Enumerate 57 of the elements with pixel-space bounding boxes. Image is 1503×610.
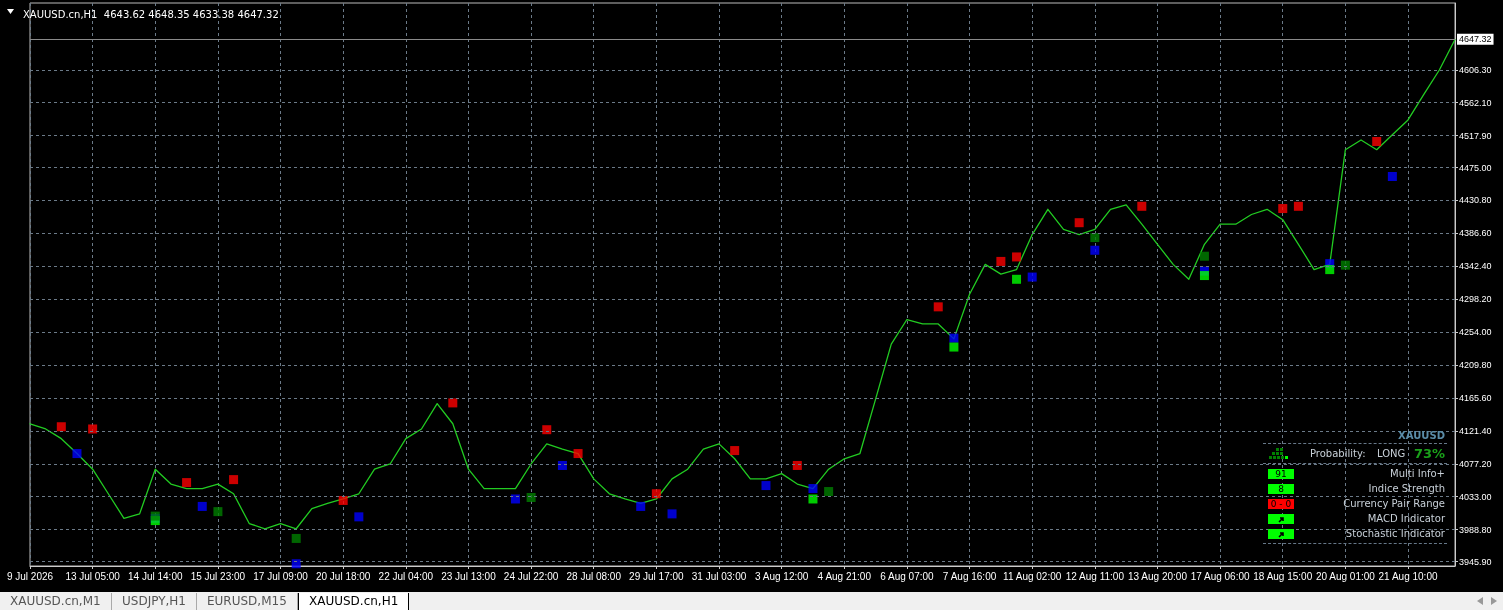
annotation: MACD Indicator bbox=[1367, 513, 1445, 525]
y-tick-label: 4475.00 bbox=[1459, 162, 1492, 173]
x-tick-label: 9 Jul 2026 bbox=[6, 570, 54, 582]
y-tick-label: 3988.80 bbox=[1459, 524, 1492, 535]
y-tick-label: 4254.00 bbox=[1459, 327, 1492, 338]
x-tick-label: 13 Aug 20:00 bbox=[1128, 570, 1188, 582]
x-tick-label: 7 Aug 16:00 bbox=[942, 570, 997, 582]
x-tick-label: 15 Jul 23:00 bbox=[190, 570, 246, 582]
ref-line-label: 4647.32 bbox=[1459, 34, 1492, 45]
y-tick-label: 4298.20 bbox=[1459, 294, 1492, 305]
y-tick-label: 4386.60 bbox=[1459, 228, 1492, 239]
y-tick-label: 3945.90 bbox=[1459, 556, 1492, 567]
text: XAUUSD.cn,H1 bbox=[298, 593, 410, 610]
y-tick-label: 4165.60 bbox=[1459, 392, 1492, 403]
x-tick-label: 22 Jul 04:00 bbox=[378, 570, 434, 582]
x-tick-label: 20 Aug 01:00 bbox=[1315, 570, 1376, 582]
x-tick-label: 4 Aug 21:00 bbox=[817, 570, 872, 582]
y-tick-label: 4517.90 bbox=[1459, 130, 1492, 141]
x-tick-label: 29 Jul 17:00 bbox=[629, 570, 685, 582]
annotation: 91 bbox=[1268, 469, 1294, 479]
y-tick-label: 4033.00 bbox=[1459, 491, 1492, 502]
annotation: Multi Info+ bbox=[1390, 468, 1445, 480]
annotation: Stochastic Indicator bbox=[1345, 528, 1445, 540]
annotation: 0 - 0 bbox=[1268, 499, 1294, 509]
annotation: XAUUSD bbox=[1398, 430, 1445, 442]
y-tick-label: 4209.80 bbox=[1459, 360, 1492, 371]
text: USDJPY,H1 bbox=[112, 593, 197, 610]
x-tick-label: 23 Jul 13:00 bbox=[441, 570, 497, 582]
y-tick-label: 4077.20 bbox=[1459, 458, 1492, 469]
x-tick-label: 13 Jul 05:00 bbox=[65, 570, 121, 582]
y-tick-label: 4430.80 bbox=[1459, 195, 1492, 206]
annotation: Indice Strength bbox=[1368, 483, 1445, 495]
x-tick-label: 6 Aug 07:00 bbox=[880, 570, 935, 582]
x-tick-label: 12 Aug 11:00 bbox=[1065, 570, 1125, 582]
x-tick-label: 18 Aug 15:00 bbox=[1253, 570, 1313, 582]
y-tick-label: 4606.30 bbox=[1459, 64, 1492, 75]
text: XAUUSD.cn,H1 4643.62 4648.35 4633.38 4647.32 bbox=[23, 8, 279, 20]
x-tick-label: 14 Jul 14:00 bbox=[128, 570, 183, 582]
x-tick-label: 28 Jul 08:00 bbox=[566, 570, 622, 582]
y-tick-label: 4121.40 bbox=[1459, 425, 1492, 436]
x-tick-label: 11 Aug 02:00 bbox=[1003, 570, 1062, 582]
annotation: LONG bbox=[1377, 448, 1406, 460]
x-tick-label: 3 Aug 12:00 bbox=[754, 570, 809, 582]
x-tick-label: 17 Aug 06:00 bbox=[1190, 570, 1251, 582]
y-tick-label: 4342.40 bbox=[1459, 261, 1492, 272]
y-tick-label: 4562.10 bbox=[1459, 97, 1492, 108]
annotation: 73% bbox=[1414, 446, 1446, 461]
annotation: Probability: bbox=[1310, 448, 1366, 460]
text: EURUSD,M15 bbox=[197, 593, 298, 610]
x-tick-label: 17 Jul 09:00 bbox=[253, 570, 309, 582]
annotation: 8 bbox=[1268, 484, 1294, 494]
annotation: Currency Pair Range bbox=[1343, 498, 1445, 510]
x-tick-label: 24 Jul 22:00 bbox=[503, 570, 559, 582]
text: XAUUSD.cn,M1 bbox=[0, 593, 112, 610]
x-tick-label: 20 Jul 18:00 bbox=[315, 570, 371, 582]
x-tick-label: 31 Jul 03:00 bbox=[691, 570, 747, 582]
x-tick-label: 21 Aug 10:00 bbox=[1378, 570, 1438, 582]
